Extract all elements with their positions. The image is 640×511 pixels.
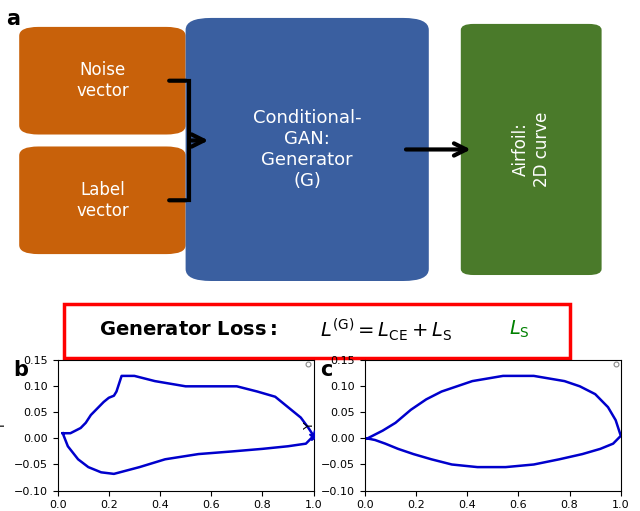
FancyBboxPatch shape <box>19 147 186 254</box>
Text: $L^{(\mathrm{G})} = L_{\mathrm{CE}} + L_{\mathrm{S}}$: $L^{(\mathrm{G})} = L_{\mathrm{CE}} + L_… <box>320 316 452 343</box>
Text: Noise
vector: Noise vector <box>76 61 129 100</box>
Text: Airfoil:
2D curve: Airfoil: 2D curve <box>512 112 550 187</box>
Y-axis label: Y: Y <box>303 422 316 429</box>
Text: Label
vector: Label vector <box>76 181 129 220</box>
Text: a: a <box>6 9 20 29</box>
FancyBboxPatch shape <box>186 18 429 281</box>
Text: c: c <box>320 360 332 380</box>
Text: Conditional-
GAN:
Generator
(G): Conditional- GAN: Generator (G) <box>253 109 362 190</box>
Y-axis label: Y: Y <box>0 422 8 429</box>
Text: $L_{\mathrm{S}}$: $L_{\mathrm{S}}$ <box>509 319 529 340</box>
FancyBboxPatch shape <box>19 27 186 134</box>
FancyBboxPatch shape <box>64 304 570 358</box>
FancyBboxPatch shape <box>461 24 602 275</box>
Text: $\mathbf{Generator\ Loss:}$: $\mathbf{Generator\ Loss:}$ <box>99 320 278 339</box>
Text: b: b <box>13 360 28 380</box>
